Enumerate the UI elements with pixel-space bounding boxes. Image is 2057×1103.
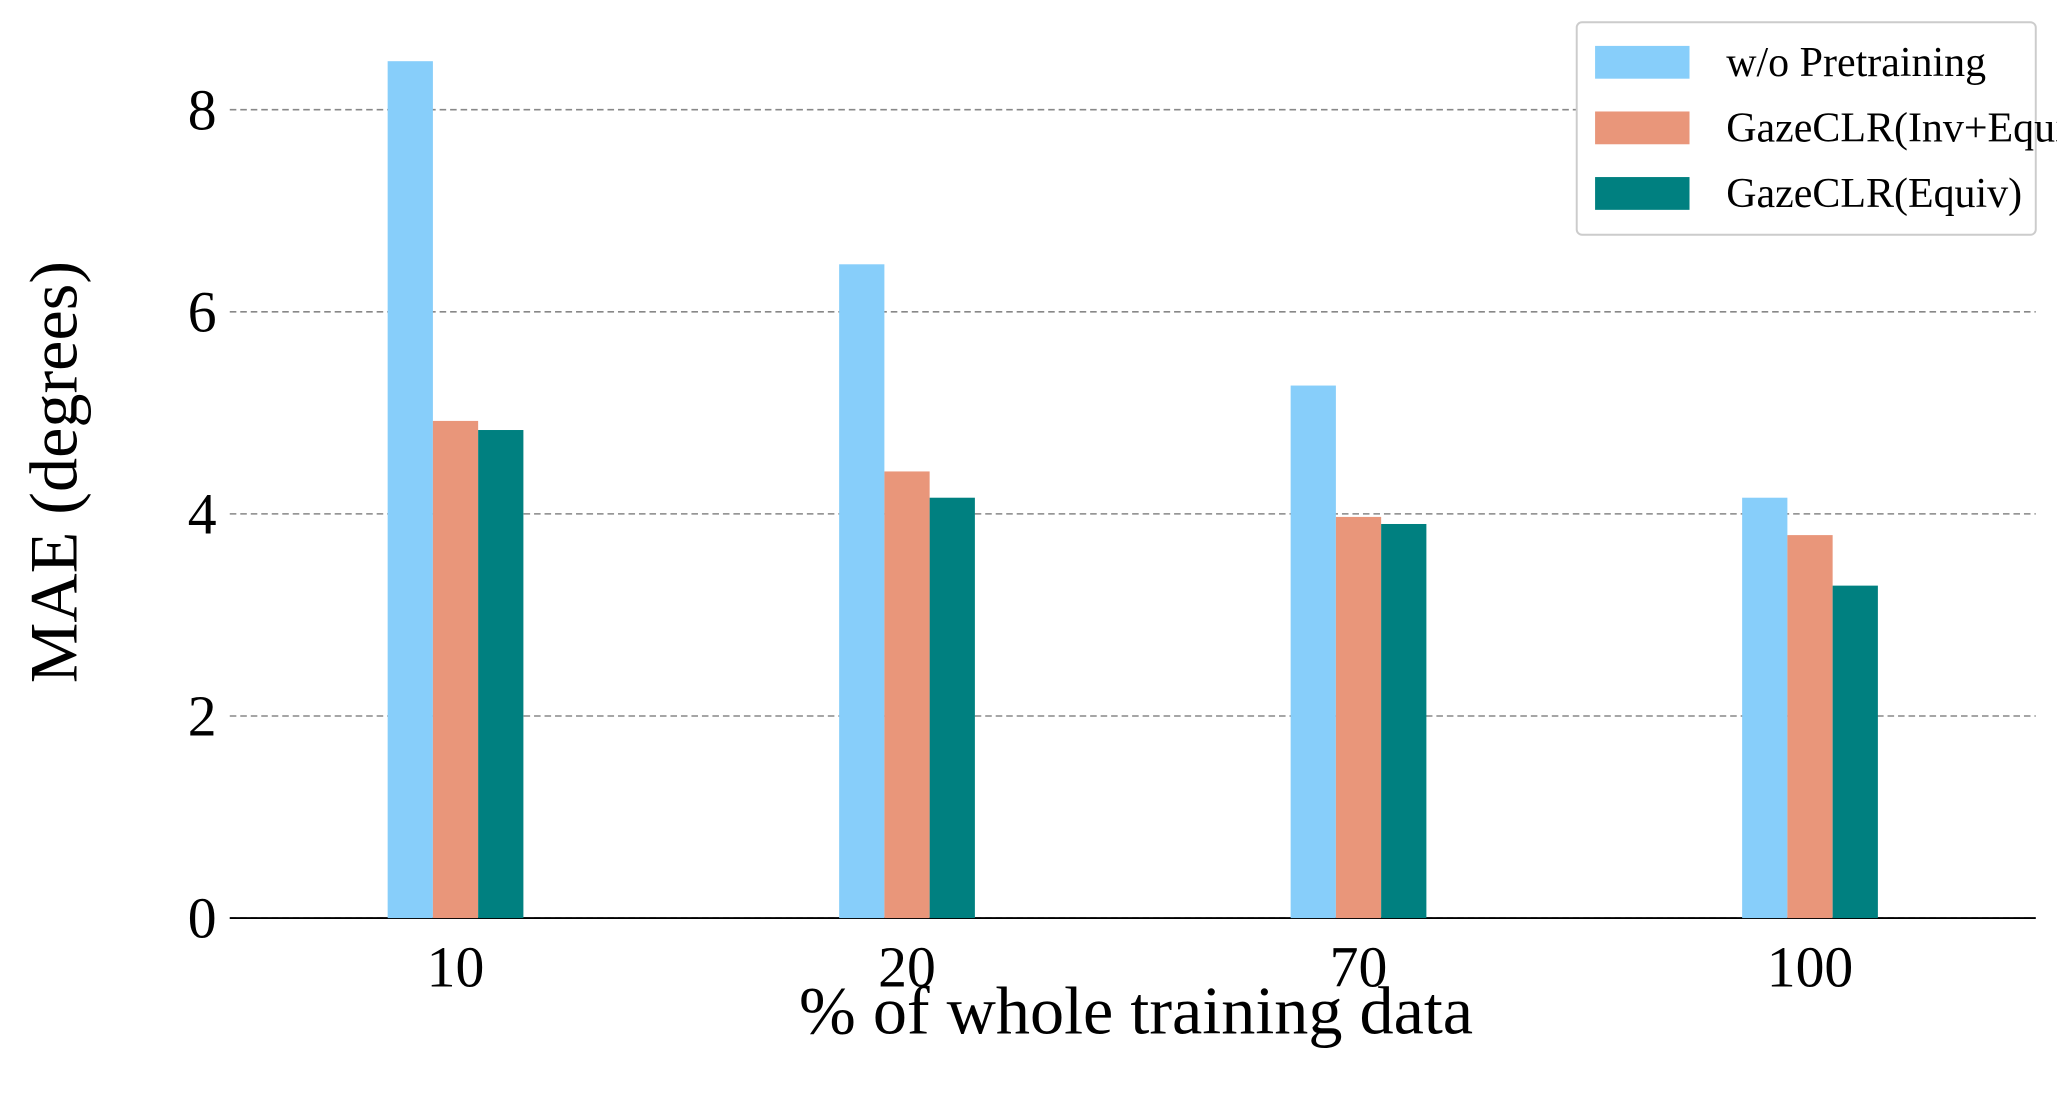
legend-label: GazeCLR(Equiv) (1726, 171, 2022, 217)
y-tick-label: 8 (188, 79, 217, 142)
x-axis-label: % of whole training data (799, 972, 1473, 1048)
bar (1381, 523, 1427, 919)
legend-box (1575, 21, 2037, 236)
x-tick-label: 70 (1330, 936, 1388, 999)
bar (884, 471, 930, 919)
bar (1290, 385, 1336, 919)
bar (839, 264, 885, 919)
legend-swatch (1595, 111, 1690, 145)
y-tick-label: 2 (188, 686, 217, 749)
legend-label: GazeCLR(Inv+Equiv) (1726, 106, 2057, 152)
legend-label: w/o Pretraining (1726, 40, 1986, 86)
x-tick-label: 10 (427, 936, 485, 999)
x-tick-label: 20 (878, 936, 936, 999)
bar (929, 497, 975, 919)
x-tick-label: 100 (1767, 936, 1854, 999)
bar (387, 61, 433, 919)
bar (432, 420, 479, 919)
legend-swatch (1595, 177, 1690, 210)
y-tick-label: 4 (188, 484, 217, 547)
bar (1335, 516, 1382, 919)
bar (478, 430, 524, 919)
bar (1742, 497, 1788, 919)
y-axis-label: MAE (degrees) (15, 261, 91, 683)
legend: w/o Pretraining GazeCLR(Inv+Equiv) GazeCLR… (1575, 21, 2057, 236)
bar (1832, 585, 1878, 919)
y-tick-label: 0 (188, 888, 217, 951)
bar (1787, 535, 1833, 919)
y-tick-label: 6 (188, 281, 217, 344)
legend-swatch (1595, 45, 1690, 79)
